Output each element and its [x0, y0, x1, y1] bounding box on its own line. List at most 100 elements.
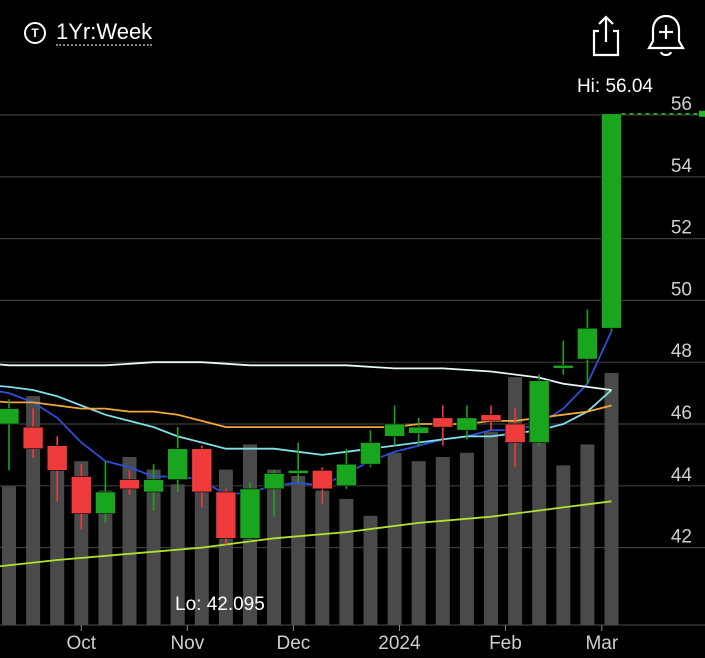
x-tick-label: Dec	[276, 633, 310, 654]
x-tick-label: 2024	[378, 633, 421, 654]
candle-body	[456, 417, 478, 431]
volume-bar	[98, 490, 113, 625]
candle	[0, 399, 20, 471]
candle-body	[577, 327, 598, 360]
candle	[143, 464, 164, 511]
volume-bar	[291, 475, 306, 625]
candle	[95, 461, 116, 523]
candle-body	[0, 408, 20, 425]
candle-body	[119, 479, 140, 490]
volume-bar	[339, 499, 354, 625]
volume-bar	[170, 484, 185, 625]
candle	[456, 405, 478, 440]
y-tick-label: 46	[671, 403, 692, 424]
candle-body	[601, 113, 622, 329]
candle	[336, 448, 357, 489]
candle-body	[360, 442, 381, 465]
volume-bar	[556, 465, 571, 625]
candle-body	[263, 473, 285, 490]
volume-bar	[435, 457, 450, 625]
candle-body	[239, 488, 261, 539]
candle	[191, 445, 213, 508]
volume-bar	[532, 410, 547, 625]
candle	[552, 340, 574, 375]
candle	[287, 442, 309, 483]
candle-body	[336, 463, 357, 487]
share-icon	[592, 15, 620, 57]
volume-bar	[484, 431, 498, 625]
candle-body	[143, 479, 164, 493]
candle	[432, 405, 454, 446]
y-tick-label: 48	[671, 341, 692, 362]
share-button[interactable]	[586, 14, 626, 58]
x-tick-label: Mar	[585, 633, 618, 654]
candle	[46, 436, 68, 502]
candle	[408, 417, 430, 446]
candle-body	[432, 417, 454, 428]
lo-label: Lo: 42.095	[175, 594, 265, 615]
volume-bar	[315, 490, 330, 625]
axis-labels: 42 44 46 48 50 52 54 56 Oct Nov Dec 2024 Feb Mar	[67, 94, 693, 654]
period-selector[interactable]: T 1Yr:Week	[24, 19, 153, 46]
volume-bar	[194, 482, 209, 625]
t-badge-icon: T	[24, 22, 46, 44]
candle-body	[480, 414, 502, 422]
y-tick-label: 56	[671, 94, 692, 115]
candle-body	[215, 491, 237, 539]
hi-label: Hi: 56.04	[577, 76, 653, 97]
candle-body	[408, 426, 430, 434]
hi-marker	[699, 110, 705, 117]
moving-average-line	[0, 361, 612, 391]
candle-body	[46, 445, 68, 471]
candle	[528, 374, 550, 446]
candle-body	[552, 364, 574, 369]
x-tick-label: Feb	[489, 633, 522, 654]
candle	[601, 113, 622, 332]
hi-lo-markers: Hi: 56.04 Lo: 42.095	[175, 76, 705, 615]
candle-body	[311, 470, 333, 490]
volume-bar	[459, 452, 474, 625]
candle-body	[22, 426, 44, 450]
volume-bar	[604, 373, 619, 625]
period-label[interactable]: 1Yr:Week	[56, 19, 153, 46]
candle	[311, 467, 333, 505]
y-tick-label: 44	[671, 465, 693, 486]
candle-body	[191, 448, 213, 493]
candle-body	[95, 491, 116, 514]
candle	[239, 482, 261, 542]
candle	[119, 470, 140, 496]
candle-body	[528, 380, 550, 443]
volume-bar	[387, 452, 402, 625]
y-tick-label: 54	[671, 156, 693, 177]
candle	[504, 408, 526, 468]
volume-bar	[580, 444, 595, 625]
candle	[480, 405, 502, 431]
candle-body	[287, 470, 309, 474]
moving-average-line	[0, 500, 612, 568]
add-alert-button[interactable]	[644, 12, 688, 60]
volume-bar	[411, 461, 426, 625]
y-tick-label: 42	[671, 527, 692, 548]
candlesticks	[0, 113, 622, 545]
bell-plus-icon	[647, 14, 685, 57]
volume-bar	[146, 469, 161, 625]
y-tick-label: 50	[671, 279, 692, 300]
moving-average-line	[0, 400, 612, 428]
volume-bar	[122, 457, 137, 625]
chart-header: T 1Yr:Week	[0, 0, 705, 70]
candle-body	[384, 423, 405, 437]
candle	[384, 405, 405, 446]
candle	[263, 470, 285, 517]
x-tick-label: Nov	[170, 633, 204, 654]
candle	[360, 430, 381, 468]
volume-bar	[26, 396, 41, 625]
candle	[167, 427, 188, 492]
candle	[577, 309, 598, 384]
candle	[71, 464, 92, 530]
candle	[215, 488, 237, 545]
volume-bar	[267, 469, 282, 625]
candle-body	[504, 423, 526, 443]
y-tick-label: 52	[671, 218, 692, 239]
volume-bar	[2, 486, 16, 625]
